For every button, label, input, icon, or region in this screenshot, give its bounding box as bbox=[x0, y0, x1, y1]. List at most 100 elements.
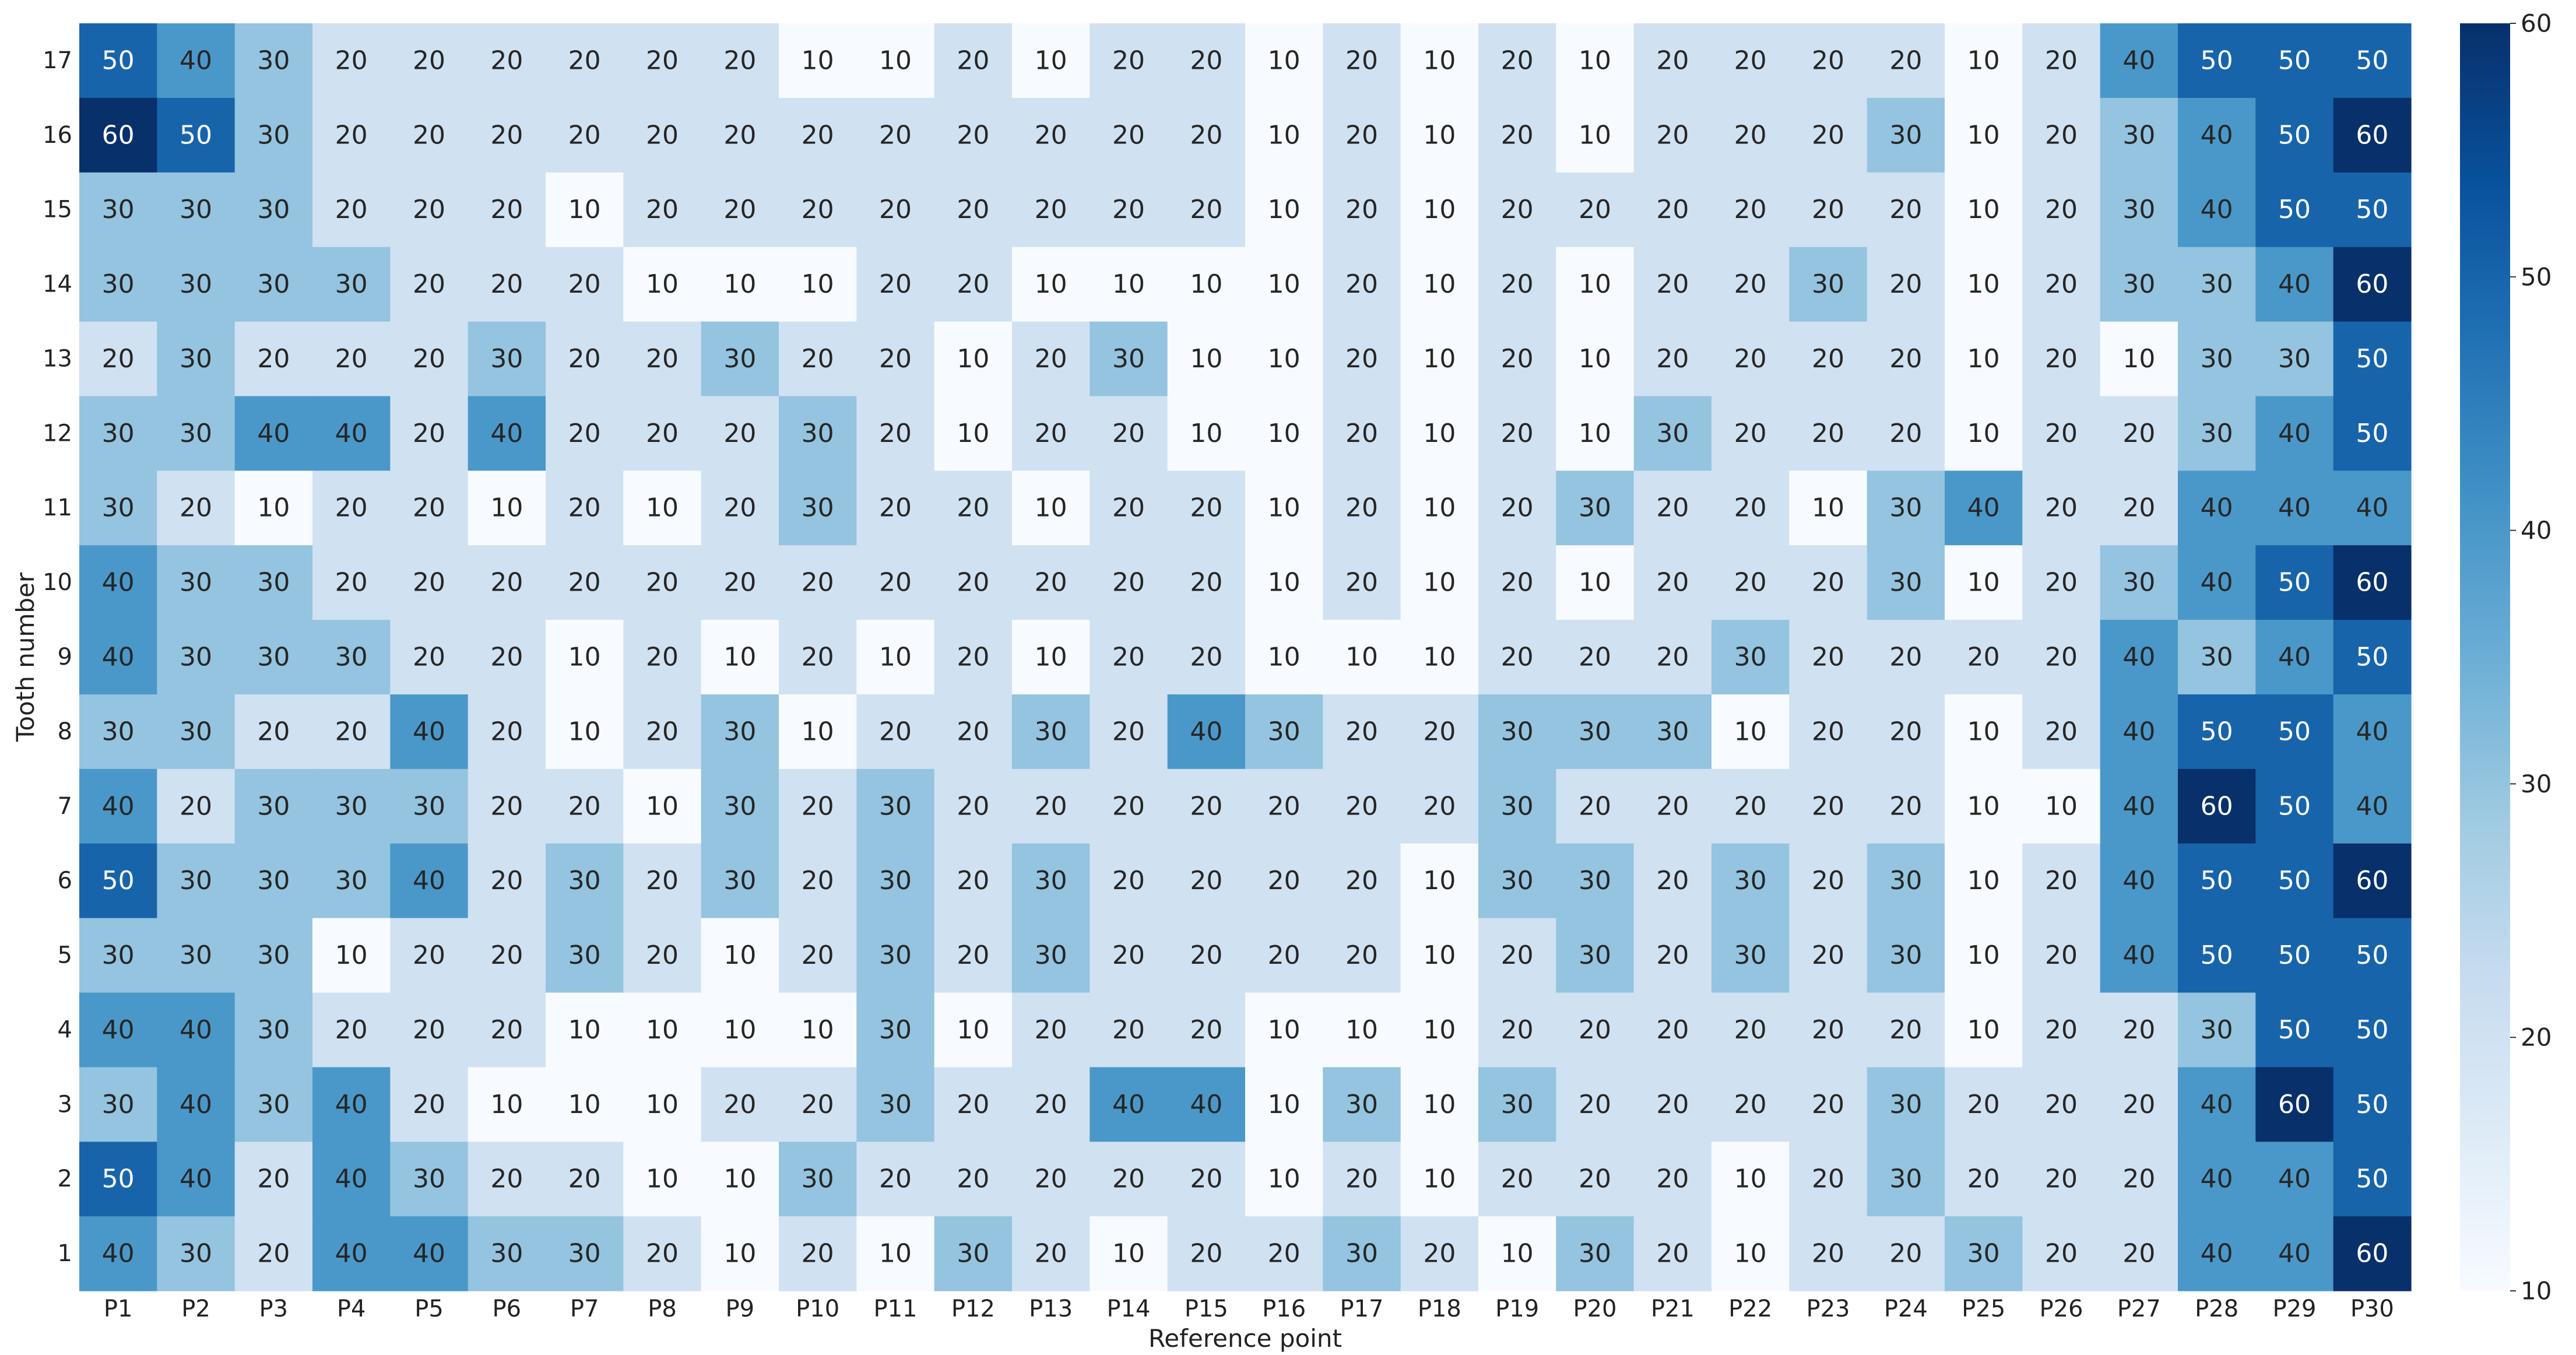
cell-value-label: 30 bbox=[1579, 866, 1611, 896]
cell-value-label: 20 bbox=[1889, 45, 1922, 75]
cell-value-label: 20 bbox=[1268, 866, 1301, 896]
cell-value-label: 20 bbox=[802, 791, 834, 821]
cell-value-label: 20 bbox=[490, 1015, 523, 1045]
cell-value-label: 30 bbox=[1579, 1239, 1611, 1269]
cell-value-label: 20 bbox=[568, 419, 601, 448]
heatmap-cell bbox=[1012, 545, 1090, 620]
cell-value-label: 20 bbox=[1812, 791, 1844, 821]
cell-value-label: 40 bbox=[413, 866, 445, 896]
cell-value-label: 20 bbox=[1501, 269, 1534, 299]
heatmap-cell bbox=[1867, 1067, 1945, 1142]
cell-value-label: 20 bbox=[1501, 120, 1534, 150]
cell-value-label: 20 bbox=[2045, 344, 2078, 374]
cell-value-label: 30 bbox=[180, 568, 212, 598]
cell-value-label: 20 bbox=[490, 643, 523, 672]
heatmap-cell bbox=[390, 992, 469, 1068]
heatmap-cell bbox=[1712, 23, 1790, 99]
cell-value-label: 10 bbox=[723, 1239, 756, 1269]
cell-value-label: 40 bbox=[2356, 493, 2388, 523]
heatmap-cell bbox=[2100, 1142, 2178, 1217]
cell-value-label: 50 bbox=[2356, 45, 2388, 75]
heatmap-cell bbox=[2100, 918, 2178, 994]
heatmap-cell bbox=[1789, 1067, 1868, 1142]
heatmap-cell bbox=[312, 247, 391, 322]
cell-value-label: 40 bbox=[413, 717, 445, 746]
cell-value-label: 30 bbox=[257, 940, 290, 970]
cell-value-label: 30 bbox=[180, 866, 212, 896]
heatmap-cell bbox=[856, 992, 935, 1068]
heatmap-cell bbox=[2333, 97, 2412, 173]
cell-value-label: 30 bbox=[802, 1164, 834, 1194]
cell-value-label: 40 bbox=[2356, 717, 2388, 746]
cell-value-label: 30 bbox=[879, 940, 912, 970]
cell-value-label: 30 bbox=[102, 419, 135, 448]
cell-value-label: 30 bbox=[257, 195, 290, 224]
cell-value-label: 20 bbox=[957, 45, 989, 75]
heatmap-cell bbox=[390, 471, 469, 546]
heatmap-cell bbox=[546, 545, 624, 620]
cell-value-label: 20 bbox=[1190, 493, 1222, 523]
cell-value-label: 20 bbox=[2122, 1164, 2155, 1194]
heatmap-cell bbox=[79, 23, 157, 99]
heatmap-cell bbox=[468, 620, 546, 695]
cell-value-label: 30 bbox=[723, 717, 756, 746]
cell-value-label: 20 bbox=[2122, 493, 2155, 523]
heatmap-cell bbox=[1245, 545, 1323, 620]
heatmap-cell bbox=[779, 321, 857, 397]
heatmap-cell bbox=[1478, 1142, 1556, 1217]
heatmap-cell bbox=[1400, 247, 1479, 322]
cell-value-label: 20 bbox=[957, 643, 989, 672]
heatmap-cell bbox=[2100, 97, 2178, 173]
cell-value-label: 20 bbox=[568, 1164, 601, 1194]
x-tick-label: P18 bbox=[1418, 1296, 1461, 1322]
cell-value-label: 30 bbox=[180, 419, 212, 448]
heatmap-cell bbox=[234, 620, 313, 695]
heatmap-cell bbox=[1090, 471, 1168, 546]
heatmap-cell bbox=[1167, 23, 1246, 99]
cell-value-label: 20 bbox=[1345, 419, 1378, 448]
cell-value-label: 30 bbox=[102, 1090, 135, 1119]
cell-value-label: 10 bbox=[1967, 419, 2000, 448]
heatmap-cell bbox=[2333, 23, 2412, 99]
cell-value-label: 40 bbox=[1190, 717, 1222, 746]
heatmap-cell bbox=[546, 396, 624, 471]
cell-value-label: 20 bbox=[957, 568, 989, 598]
heatmap-cell bbox=[856, 1216, 935, 1291]
cell-value-label: 40 bbox=[180, 1164, 212, 1194]
cell-value-label: 20 bbox=[180, 493, 212, 523]
cell-value-label: 20 bbox=[1501, 1015, 1534, 1045]
cell-value-label: 20 bbox=[2045, 269, 2078, 299]
cell-value-label: 20 bbox=[1812, 1015, 1844, 1045]
heatmap-cell bbox=[2255, 843, 2334, 919]
heatmap-cell bbox=[623, 97, 702, 173]
heatmap-cell bbox=[1012, 918, 1090, 994]
heatmap-cell bbox=[468, 694, 546, 770]
cell-value-label: 20 bbox=[2045, 1164, 2078, 1194]
heatmap-cell bbox=[779, 247, 857, 322]
cell-value-label: 20 bbox=[2045, 1090, 2078, 1119]
cell-value-label: 10 bbox=[1423, 568, 1456, 598]
heatmap-cell bbox=[1323, 471, 1401, 546]
cell-value-label: 20 bbox=[957, 866, 989, 896]
heatmap-cell bbox=[1323, 992, 1401, 1068]
heatmap-cell bbox=[1945, 97, 2023, 173]
heatmap-cell bbox=[1633, 620, 1712, 695]
heatmap-cell bbox=[1090, 97, 1168, 173]
x-tick-label: P14 bbox=[1106, 1296, 1150, 1322]
heatmap-cell bbox=[312, 843, 391, 919]
cell-value-label: 10 bbox=[1967, 45, 2000, 75]
heatmap-cell bbox=[79, 992, 157, 1068]
cell-value-label: 10 bbox=[1268, 493, 1301, 523]
heatmap-cell bbox=[2100, 843, 2178, 919]
heatmap-cell bbox=[1867, 768, 1945, 844]
x-tick-label: P29 bbox=[2272, 1296, 2316, 1322]
heatmap-cell bbox=[1867, 620, 1945, 695]
heatmap-cell bbox=[157, 321, 236, 397]
cell-value-label: 20 bbox=[490, 866, 523, 896]
heatmap-cell bbox=[1400, 396, 1479, 471]
cell-value-label: 20 bbox=[1501, 419, 1534, 448]
cell-value-label: 40 bbox=[2122, 45, 2155, 75]
heatmap-cell bbox=[2255, 1216, 2334, 1291]
y-tick-label: 6 bbox=[58, 868, 72, 894]
heatmap-cell bbox=[468, 918, 546, 994]
